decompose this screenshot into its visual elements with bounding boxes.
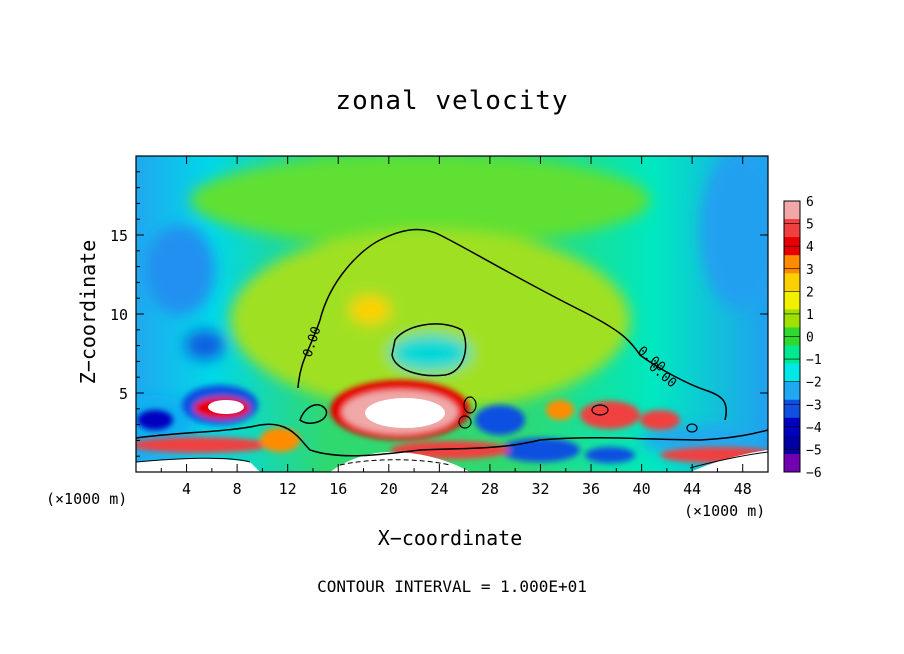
y-tick-label: 15 [110,227,128,245]
x-unit-label-right: (×1000 m) [684,502,766,520]
x-tick-label: 4 [182,480,191,498]
colorbar-label: 2 [806,285,814,300]
y-tick-label: 10 [110,306,128,324]
colorbar-label: −6 [806,466,822,481]
x-tick-label: 48 [734,480,752,498]
contour-interval-note: CONTOUR INTERVAL = 1.000E+01 [317,577,587,596]
colorbar-swatch [784,273,800,292]
colorbar-label: −5 [806,443,822,458]
colorbar-swatch [784,291,800,310]
chart-title: zonal velocity [335,86,569,116]
colorbar-swatch [784,255,800,274]
colorbar-swatch [784,219,800,238]
colorbar-label: −2 [806,376,822,391]
colorbar-label: −3 [806,398,822,413]
colorbar: 6 5 4 3 2 1 0 −1 −2 −3 −4 −5 −6 [783,195,822,481]
colorbar-label: −4 [806,421,822,436]
colorbar-swatch [784,453,800,473]
colorbar-swatch [784,381,800,401]
colorbar-label: 5 [806,218,814,233]
x-tick-label: 44 [683,480,701,498]
colorbar-swatch [784,399,800,419]
x-axis-ticks: 4 8 12 16 20 24 28 32 36 40 44 48 [160,156,752,498]
x-tick-label: 8 [233,480,242,498]
x-tick-label: 28 [481,480,499,498]
heatmap-field [136,156,768,472]
colorbar-label: 0 [806,331,814,346]
colorbar-swatch [784,435,800,455]
colorbar-swatch [784,309,800,328]
x-unit-label-left: (×1000 m) [46,490,128,508]
x-tick-label: 16 [329,480,347,498]
colorbar-label: 6 [806,195,814,210]
x-tick-label: 40 [633,480,651,498]
colorbar-swatch [784,201,800,220]
colorbar-label: −1 [806,353,822,368]
x-tick-label: 24 [430,480,448,498]
colorbar-label: 1 [806,308,814,323]
x-tick-label: 36 [582,480,600,498]
y-axis-ticks: 5 10 15 [110,171,768,457]
y-axis-label: Z−coordinate [76,239,100,385]
x-axis-label: X−coordinate [377,526,523,550]
colorbar-label: 3 [806,263,814,278]
x-tick-label: 20 [380,480,398,498]
colorbar-swatch [784,345,800,365]
y-tick-label: 5 [119,385,128,403]
x-tick-label: 32 [531,480,549,498]
colorbar-swatch [784,363,800,383]
x-tick-label: 12 [279,480,297,498]
colorbar-label: 4 [806,240,814,255]
